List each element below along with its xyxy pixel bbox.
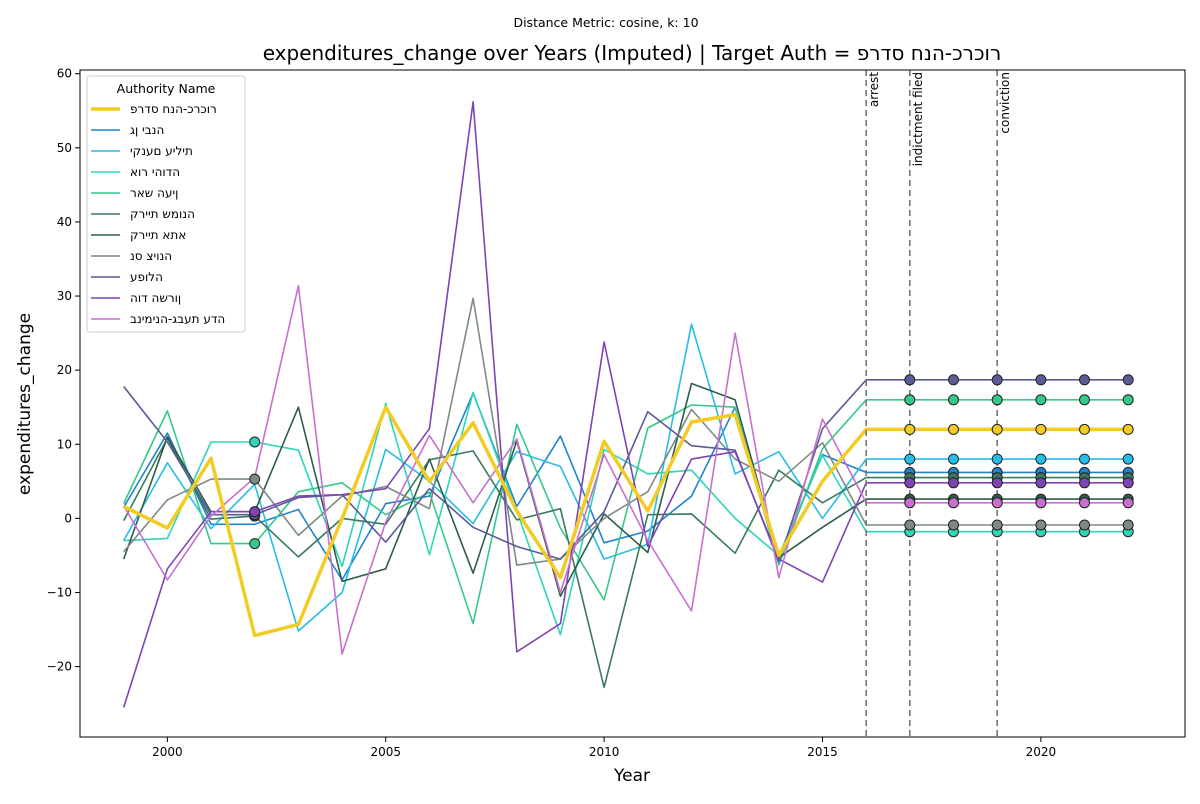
- imputed-point: [1079, 453, 1090, 465]
- legend-entry: הדע תעבג-הנימינב: [130, 312, 225, 326]
- y-tick-label: 30: [57, 289, 72, 303]
- imputed-point: [249, 473, 261, 485]
- imputed-point: [904, 374, 916, 386]
- imputed-point: [904, 423, 916, 435]
- event-label: indictment filed: [911, 72, 925, 166]
- series-line-8: [123, 378, 1129, 563]
- series-line-9: [122, 101, 1129, 708]
- y-axis-label: expenditures_change: [15, 313, 35, 495]
- imputed-point: [1035, 374, 1047, 386]
- series-line-4: [122, 398, 1129, 625]
- y-tick-label: 60: [57, 67, 72, 81]
- imputed-point: [1122, 477, 1134, 489]
- imputed-point: [1035, 423, 1047, 435]
- imputed-point: [948, 423, 959, 435]
- imputed-point: [1079, 423, 1090, 435]
- legend-title: Authority Name: [117, 81, 216, 96]
- x-tick-label: 2020: [1026, 745, 1057, 759]
- imputed-point: [991, 477, 1003, 489]
- imputed-point: [991, 394, 1003, 406]
- legend-entry: הנויצ סנ: [130, 249, 172, 263]
- y-tick-label: −10: [47, 585, 72, 599]
- x-tick-label: 2000: [152, 745, 183, 759]
- legend-entry: הדוהי רוא: [130, 165, 180, 179]
- imputed-point: [1079, 374, 1090, 386]
- imputed-point: [1079, 477, 1090, 489]
- legend: Authority Name רוכרכ-הנח סדרפ הנבי ןג תילי…: [86, 75, 246, 333]
- legend-box: [86, 75, 246, 333]
- imputed-point: [904, 497, 916, 509]
- imputed-point: [249, 538, 261, 550]
- imputed-point: [1122, 453, 1134, 465]
- imputed-point: [1035, 477, 1047, 489]
- imputed-point: [1035, 497, 1047, 509]
- imputed-point: [904, 453, 916, 465]
- imputed-point: [948, 453, 959, 465]
- y-tick-label: 0: [64, 511, 72, 525]
- y-tick-label: 50: [57, 141, 72, 155]
- imputed-point: [948, 394, 959, 406]
- y-tick-label: −20: [47, 660, 72, 674]
- chart-suptitle: Distance Metric: cosine, k: 10: [513, 15, 698, 30]
- x-tick-label: 2015: [807, 745, 838, 759]
- imputed-point: [1122, 394, 1134, 406]
- imputed-point: [991, 374, 1003, 386]
- imputed-point: [991, 519, 1003, 531]
- x-axis-label: Year: [613, 766, 650, 786]
- imputed-point: [904, 394, 916, 406]
- legend-entry: הנומש תיירק: [130, 207, 195, 221]
- x-tick-label: 2010: [589, 745, 620, 759]
- event-label: conviction: [998, 72, 1012, 134]
- legend-entry: הלופע: [130, 270, 163, 284]
- chart-title: expenditures_change over Years (Imputed)…: [263, 41, 1002, 65]
- y-tick-label: 10: [57, 437, 72, 451]
- x-tick-label: 2005: [370, 745, 401, 759]
- imputed-point: [948, 519, 959, 531]
- series-line-10: [123, 284, 1129, 655]
- imputed-point: [904, 519, 916, 531]
- series-line-7: [123, 297, 1129, 566]
- plot-frame: [79, 69, 1186, 738]
- imputed-point: [1122, 374, 1134, 386]
- imputed-point: [1035, 453, 1047, 465]
- imputed-point: [948, 497, 959, 509]
- imputed-point: [991, 453, 1003, 465]
- series-line-1: [123, 392, 1129, 581]
- legend-entry: הנבי ןג: [130, 123, 164, 137]
- imputed-point: [1079, 497, 1090, 509]
- legend-entry: רוכרכ-הנח סדרפ: [130, 102, 217, 116]
- event-label: arrest: [867, 72, 881, 107]
- imputed-point: [948, 374, 959, 386]
- imputed-point: [904, 477, 916, 489]
- series-line-5: [122, 437, 1129, 689]
- y-tick-label: 20: [57, 363, 72, 377]
- imputed-point: [1035, 519, 1047, 531]
- imputed-point: [249, 436, 261, 448]
- series-line-2: [123, 323, 1129, 632]
- imputed-point: [1079, 394, 1090, 406]
- imputed-point: [991, 423, 1003, 435]
- imputed-point: [948, 477, 959, 489]
- series-line-0: [122, 405, 1129, 638]
- imputed-point: [1122, 497, 1134, 509]
- imputed-point: [1035, 394, 1047, 406]
- imputed-point: [1122, 423, 1134, 435]
- legend-entry: ןורשה דוה: [130, 291, 181, 305]
- series-line-6: [122, 382, 1129, 598]
- legend-entry: תיליע םענקי: [130, 144, 193, 158]
- imputed-point: [1122, 519, 1134, 531]
- y-tick-label: 40: [57, 215, 72, 229]
- legend-entry: ןיעה שאר: [130, 186, 178, 200]
- legend-entry: אתא תיירק: [130, 228, 186, 242]
- imputed-point: [249, 506, 261, 518]
- imputed-point: [1079, 519, 1090, 531]
- imputed-point: [991, 497, 1003, 509]
